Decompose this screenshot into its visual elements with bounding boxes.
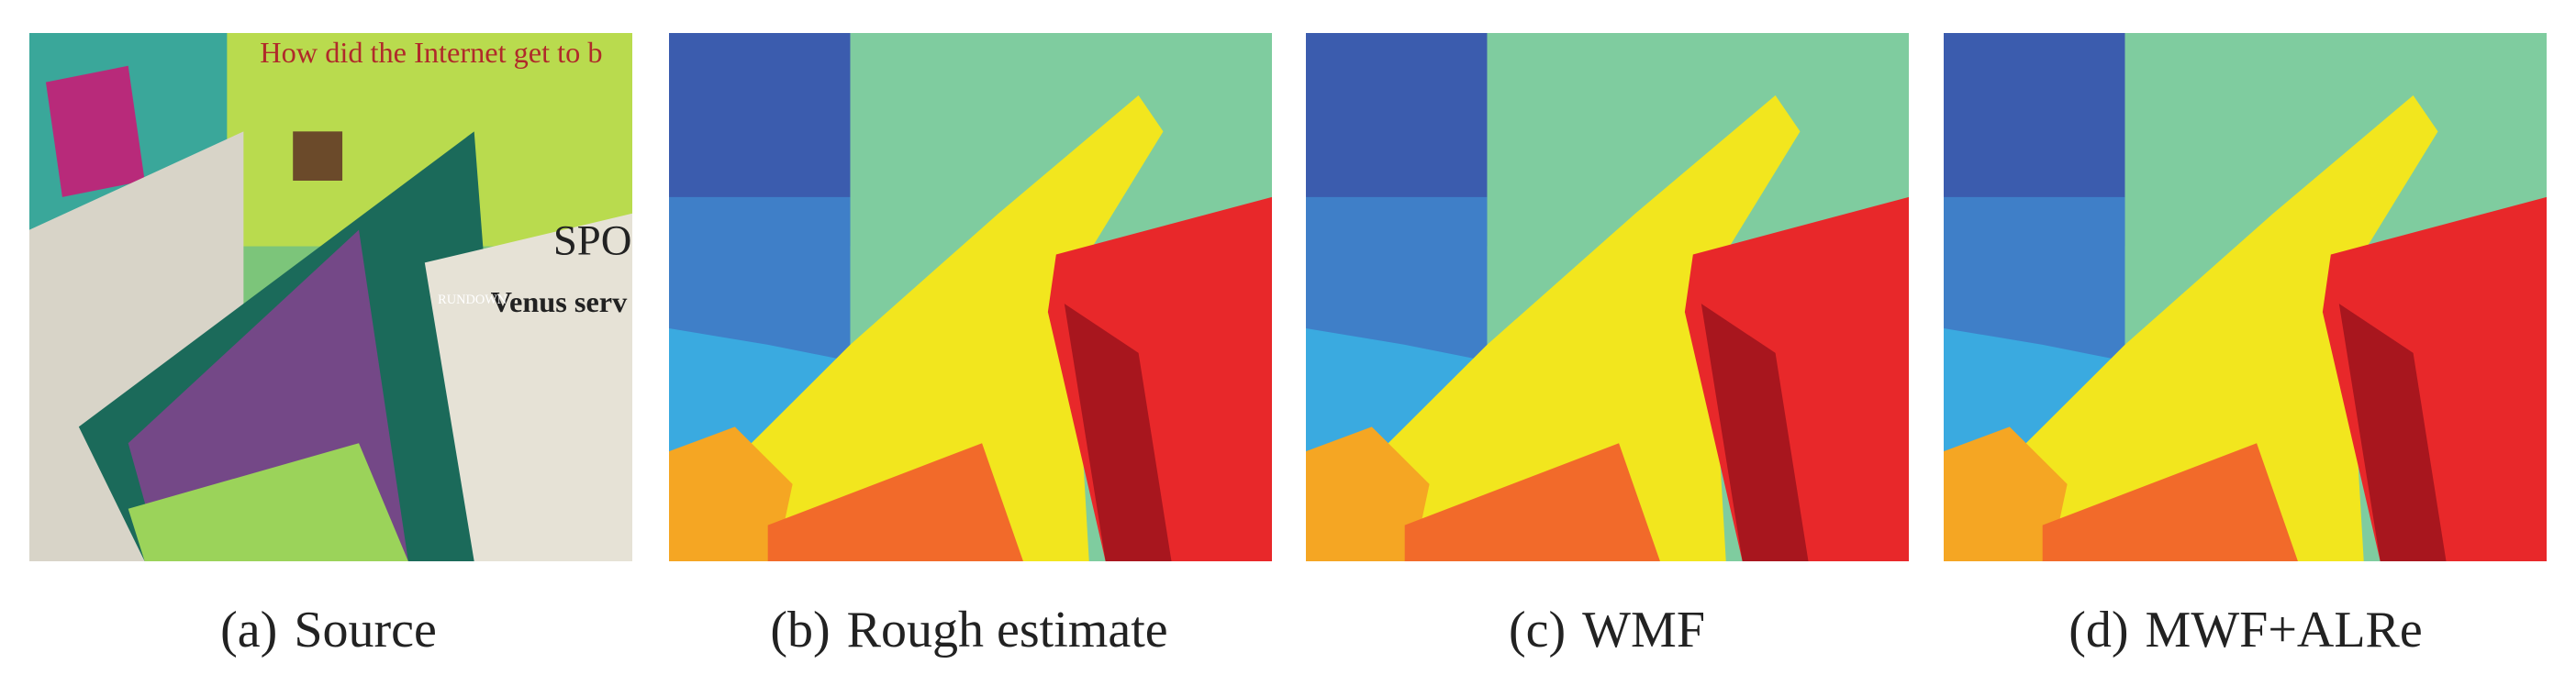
caption-text: Rough estimate bbox=[846, 602, 1168, 658]
source-text: How did the Internet get to b bbox=[260, 36, 602, 69]
depth-map bbox=[1306, 33, 1909, 561]
caption-label: (c) bbox=[1509, 602, 1567, 658]
caption-text: MWF+ALRe bbox=[2145, 602, 2423, 658]
caption: (c) WMF bbox=[1286, 601, 1928, 659]
caption-label: (a) bbox=[220, 602, 278, 658]
caption: (b) Rough estimate bbox=[648, 601, 1290, 659]
caption-text: WMF bbox=[1582, 602, 1705, 658]
caption-label: (d) bbox=[2069, 602, 2129, 658]
depth-map bbox=[1944, 33, 2547, 561]
caption-text: Source bbox=[294, 602, 437, 658]
caption: (a) Source bbox=[7, 601, 650, 659]
source-text: SPOR bbox=[553, 217, 632, 265]
caption: (d) MWF+ALRe bbox=[1924, 601, 2567, 659]
source-image: How did the Internet get to b SPOR Venus… bbox=[29, 33, 632, 561]
source-text: RUNDOWN bbox=[438, 293, 507, 307]
depth-map bbox=[669, 33, 1272, 561]
caption-label: (b) bbox=[770, 602, 831, 658]
source-text: Venus serv bbox=[491, 285, 629, 318]
